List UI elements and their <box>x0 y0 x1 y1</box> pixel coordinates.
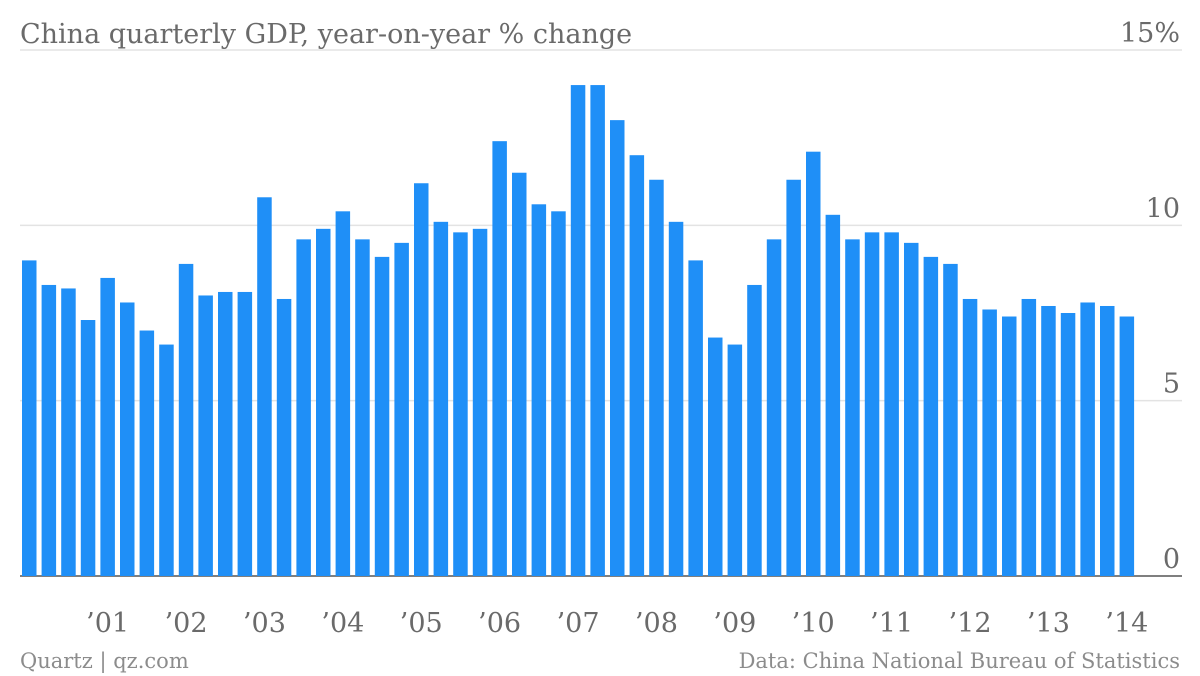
bar-2013Q2 <box>1041 305 1056 576</box>
bar-2011Q2 <box>884 232 899 576</box>
bar-2011Q1 <box>864 232 880 576</box>
bar-2003Q4 <box>296 239 311 577</box>
x-tick-label: ’01 <box>86 608 129 639</box>
x-tick-label: ’12 <box>949 608 992 639</box>
x-tick-label: ’02 <box>165 608 208 639</box>
footer-source: Data: China National Bureau of Statistic… <box>739 649 1180 673</box>
bars <box>22 85 1135 577</box>
bar-2002Q2 <box>178 263 194 576</box>
y-tick-label: 15% <box>1120 18 1180 49</box>
bar-2008Q1 <box>629 155 645 576</box>
x-tick-label: ’11 <box>870 608 913 639</box>
x-tick-label: ’05 <box>400 608 443 639</box>
bar-2005Q2 <box>414 183 429 576</box>
bar-2012Q3 <box>982 309 997 576</box>
bar-2002Q4 <box>218 291 233 576</box>
bar-2007Q3 <box>590 85 605 576</box>
bar-2010Q4 <box>845 239 860 577</box>
x-tick-label: ’03 <box>243 608 286 639</box>
bar-2008Q3 <box>668 221 684 576</box>
x-tick-label: ’06 <box>478 608 521 639</box>
x-tick-label: ’07 <box>557 608 600 639</box>
x-axis-ticks: ’01 ’02 ’03 ’04 ’05 ’06 ’07 ’08 ’09 ’10 ’11 ’12 ’13 ’… <box>86 608 1148 639</box>
bar-2007Q2 <box>570 85 586 576</box>
bar-2014Q2 <box>1119 316 1135 576</box>
bar-2012Q1 <box>943 263 958 576</box>
bar-2010Q2 <box>806 151 821 576</box>
bar-2011Q3 <box>904 242 919 576</box>
y-axis-ticks: 0 5 10 15% <box>1120 18 1180 575</box>
footer-credit: Quartz | qz.com <box>20 649 189 674</box>
bar-2013Q4 <box>1080 302 1095 576</box>
bar-2013Q1 <box>1021 298 1037 576</box>
bar-2006Q1 <box>472 228 488 576</box>
bar-2003Q3 <box>276 298 292 576</box>
bar-2008Q4 <box>688 260 703 576</box>
x-tick-label: ’09 <box>713 608 756 639</box>
bar-2001Q3 <box>120 302 135 576</box>
x-tick-label: ’13 <box>1027 608 1070 639</box>
bar-2001Q1 <box>80 320 96 576</box>
bar-2009Q2 <box>727 344 743 576</box>
bar-2009Q4 <box>766 239 782 577</box>
bar-2012Q2 <box>962 298 978 576</box>
bar-2012Q4 <box>1002 316 1017 576</box>
bar-2009Q1 <box>708 337 723 576</box>
bar-2006Q2 <box>492 141 507 577</box>
bar-2004Q3 <box>355 239 370 577</box>
y-tick-label: 5 <box>1163 369 1180 400</box>
chart-title: China quarterly GDP, year-on-year % chan… <box>20 19 632 50</box>
bar-2002Q1 <box>159 344 174 576</box>
x-tick-label: ’04 <box>321 608 364 639</box>
bar-2002Q3 <box>198 295 213 576</box>
bar-2010Q3 <box>825 214 841 576</box>
x-tick-label: ’14 <box>1105 608 1148 639</box>
bar-2004Q1 <box>316 228 331 576</box>
bar-2014Q1 <box>1100 305 1115 576</box>
bar-2001Q4 <box>139 330 155 576</box>
bar-2006Q3 <box>512 172 527 577</box>
bar-2000Q3 <box>41 284 57 576</box>
bar-2007Q4 <box>610 120 625 576</box>
bar-2011Q4 <box>923 256 939 576</box>
bar-2013Q3 <box>1060 313 1076 576</box>
x-tick-label: ’08 <box>635 608 678 639</box>
bar-2006Q4 <box>531 204 547 577</box>
x-tick-label: ’10 <box>792 608 835 639</box>
bar-2005Q3 <box>433 221 449 576</box>
bar-2000Q4 <box>61 288 76 576</box>
bar-2005Q1 <box>394 242 409 576</box>
bar-2003Q2 <box>257 197 272 576</box>
bar-2008Q2 <box>649 179 664 576</box>
bar-2007Q1 <box>551 211 566 576</box>
bar-2005Q4 <box>453 232 468 576</box>
bar-2009Q3 <box>747 284 762 576</box>
bar-2003Q1 <box>237 291 253 576</box>
bar-2000Q2 <box>22 260 37 576</box>
bar-2004Q4 <box>374 256 390 576</box>
y-tick-label: 0 <box>1163 544 1180 575</box>
bar-2001Q2 <box>100 277 115 576</box>
y-tick-label: 10 <box>1146 193 1180 224</box>
bar-2004Q2 <box>335 211 351 576</box>
bar-2010Q1 <box>786 179 801 576</box>
